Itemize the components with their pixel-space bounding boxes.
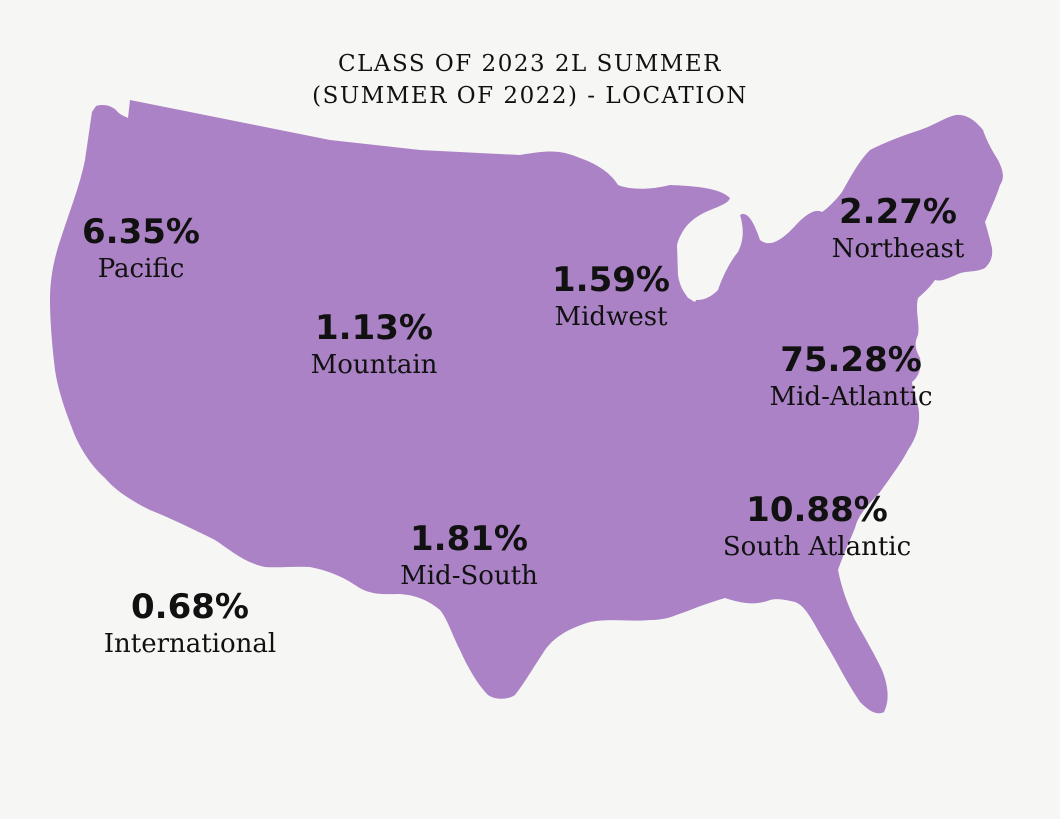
pacific-label: Pacific <box>97 254 185 284</box>
mid-atlantic-percent: 75.28% <box>780 340 922 380</box>
international-label: International <box>103 629 277 659</box>
international-percent: 0.68% <box>131 587 249 627</box>
region-northeast: 2.27% Northeast <box>832 192 965 266</box>
region-mid-south: 1.81% Mid-South <box>400 519 538 593</box>
map-title: CLASS OF 2023 2L SUMMER (SUMMER OF 2022)… <box>0 48 1060 112</box>
lake-michigan-shape <box>677 218 703 302</box>
south-atlantic-percent: 10.88% <box>746 490 888 530</box>
title-line-1: CLASS OF 2023 2L SUMMER <box>338 51 722 77</box>
midwest-label: Midwest <box>554 302 668 332</box>
mid-atlantic-label: Mid-Atlantic <box>769 382 933 412</box>
region-pacific: 6.35% Pacific <box>82 212 200 286</box>
mid-south-percent: 1.81% <box>410 519 528 559</box>
northeast-label: Northeast <box>831 234 965 264</box>
region-south-atlantic: 10.88% South Atlantic <box>723 490 911 564</box>
us-map-shape <box>50 100 1003 714</box>
northeast-percent: 2.27% <box>839 192 957 232</box>
mid-south-label: Mid-South <box>400 561 538 591</box>
midwest-percent: 1.59% <box>552 260 670 300</box>
region-midwest: 1.59% Midwest <box>552 260 670 334</box>
mountain-label: Mountain <box>310 350 438 380</box>
pacific-percent: 6.35% <box>82 212 200 252</box>
region-mountain: 1.13% Mountain <box>311 308 438 382</box>
title-line-2: (SUMMER OF 2022) - LOCATION <box>312 83 748 109</box>
mountain-percent: 1.13% <box>315 308 433 348</box>
region-mid-atlantic: 75.28% Mid-Atlantic <box>769 340 932 414</box>
south-atlantic-label: South Atlantic <box>722 532 912 562</box>
region-international: 0.68% International <box>104 587 277 661</box>
